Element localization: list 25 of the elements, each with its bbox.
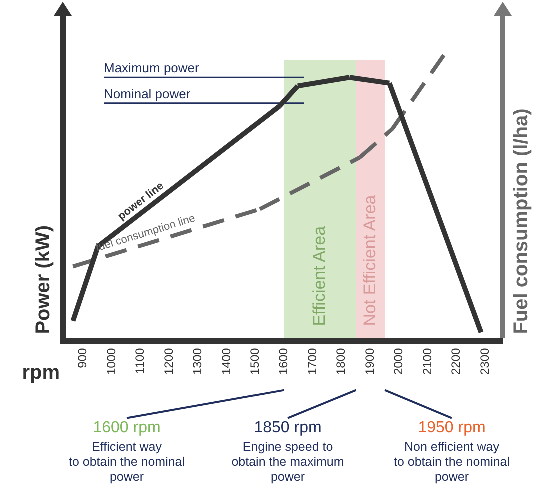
x-tick-label: 1500 — [248, 348, 262, 376]
x-tick-label: 1900 — [362, 348, 377, 376]
x-tick-label: 1800 — [334, 348, 348, 376]
x-tick-label: 2300 — [478, 348, 492, 376]
text: 1600 rpm Efficient way to obtain the nominal power — [68, 420, 186, 484]
x-tick-label: 1300 — [190, 348, 205, 376]
x-tick-label: 1400 — [219, 348, 234, 376]
x-tick-label: 2200 — [449, 348, 464, 376]
x-tick-label: 2000 — [392, 348, 406, 376]
x-tick-label: 900 — [76, 348, 90, 368]
y2-axis-title: Fuel consumption (l/ha) — [510, 108, 533, 334]
y-axis-title: Power (kW) — [32, 225, 55, 334]
text: 1950 rpm Non efficient way to obtain the nominal power — [394, 420, 510, 484]
x-tick-label: 1100 — [133, 348, 148, 374]
band-label: Efficient Area — [310, 226, 330, 326]
ref-line-label: Nominal power — [104, 86, 192, 102]
x-tick-label: 1700 — [305, 348, 320, 376]
x-tick-label: 1600 — [276, 348, 291, 376]
x-tick-label: 2100 — [420, 348, 434, 376]
x-tick-label: 1000 — [104, 348, 118, 376]
band-label: Not Efficient Area — [360, 194, 380, 326]
x-axis-title: rpm — [22, 362, 60, 384]
ref-line-label: Maximum power — [104, 60, 200, 76]
text: 1850 rpm Engine speed to obtain the maximum power — [232, 420, 344, 484]
x-tick-label: 1200 — [162, 348, 176, 376]
